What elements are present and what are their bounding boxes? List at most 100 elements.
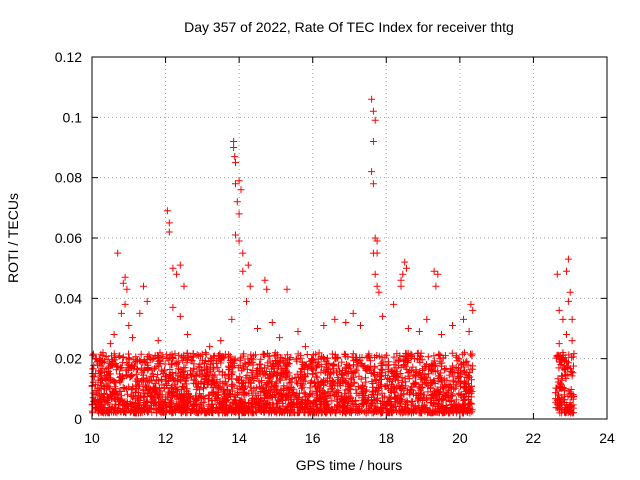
data-point [461,395,469,403]
data-point [221,378,229,386]
data-point [328,385,336,393]
data-point [241,388,248,396]
data-point [161,372,169,380]
data-point [269,388,277,396]
data-point [570,350,578,358]
data-point [249,404,257,412]
data-point [179,382,187,390]
data-point [396,370,404,377]
data-point [467,300,475,308]
data-point [94,405,102,413]
data-point [134,382,142,390]
data-point [195,352,203,360]
data-point [225,363,233,371]
data-point [197,378,205,386]
data-point [328,350,336,358]
data-point [402,382,410,390]
data-point [200,409,208,417]
data-point [372,377,380,385]
data-point [89,351,97,359]
data-point [430,362,438,370]
data-point [256,360,263,368]
data-point [174,365,182,373]
data-point [403,264,410,272]
y-tick-label: 0.1 [63,109,83,125]
data-point [440,375,448,383]
data-point [158,406,166,414]
data-point [317,409,325,417]
data-point [93,404,101,412]
x-tick-label: 18 [378,430,394,446]
data-point [168,350,176,358]
data-point [340,374,348,382]
data-point [264,362,272,370]
data-point [418,402,426,410]
data-point [209,378,216,386]
data-point [459,350,467,358]
data-point [196,370,204,378]
data-point [439,354,447,362]
data-point [347,393,355,401]
data-point [290,385,298,393]
data-point [568,368,575,376]
data-point [244,378,252,386]
data-point [326,374,334,382]
data-point [398,405,406,413]
data-point [377,365,385,373]
data-point [234,376,242,384]
data-point [289,389,297,397]
data-point [209,373,217,381]
data-point [143,297,151,305]
data-point [161,360,169,368]
data-point [139,375,147,383]
data-point [157,366,165,374]
data-point [151,388,159,396]
data-point [198,350,206,358]
data-point [242,360,250,368]
data-point [363,354,371,362]
data-point [384,368,392,376]
data-point [233,198,241,206]
data-point [347,409,355,416]
data-point [135,357,143,365]
data-point [555,340,563,348]
data-point [468,350,476,358]
data-point [157,376,165,384]
data-point [225,362,232,370]
data-point [255,394,263,402]
data-point [320,367,328,375]
data-point [119,384,127,391]
data-point [568,337,576,345]
data-point [320,354,327,361]
data-point [342,319,350,326]
data-point [381,353,389,361]
data-point [344,382,352,390]
data-point [449,322,456,329]
data-point [195,362,203,370]
data-point [417,375,425,383]
data-point [404,369,412,376]
data-point [412,367,420,375]
data-point [197,393,205,401]
data-point [184,399,192,406]
data-point [209,352,217,360]
data-point [361,395,369,403]
data-point [406,367,414,375]
data-point [566,288,574,296]
data-point [215,367,223,375]
data-point [317,393,325,401]
data-point [353,356,361,364]
data-point [117,373,125,381]
data-point [552,395,560,403]
data-point [236,373,244,381]
data-point [246,282,254,290]
data-point [438,331,445,338]
data-point [386,375,394,383]
data-point [382,371,389,379]
data-point [430,352,438,360]
data-point [371,364,379,372]
data-point [351,367,359,375]
data-point [442,396,450,404]
data-point [169,303,177,311]
data-point [102,353,110,360]
